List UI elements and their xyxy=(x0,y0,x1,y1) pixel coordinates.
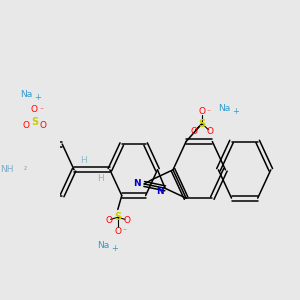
Text: O: O xyxy=(106,216,112,225)
Text: NH: NH xyxy=(0,165,14,174)
Text: ₂: ₂ xyxy=(23,163,26,172)
Text: O: O xyxy=(123,216,130,225)
Text: Na: Na xyxy=(20,90,33,99)
Text: O: O xyxy=(40,121,46,130)
Text: ⁻: ⁻ xyxy=(40,105,44,114)
Text: O: O xyxy=(190,127,197,136)
Text: +: + xyxy=(34,93,41,102)
Text: O: O xyxy=(22,121,29,130)
Text: ⁻: ⁻ xyxy=(123,227,127,236)
Text: O: O xyxy=(206,127,213,136)
Text: +: + xyxy=(111,244,118,253)
Text: S: S xyxy=(198,119,206,129)
Text: S: S xyxy=(31,117,38,127)
Text: N: N xyxy=(156,187,164,196)
Text: N: N xyxy=(134,179,141,188)
Text: ⁻: ⁻ xyxy=(206,107,210,116)
Text: O: O xyxy=(114,227,121,236)
Text: Na: Na xyxy=(218,104,230,113)
Text: H: H xyxy=(80,156,87,165)
Text: Na: Na xyxy=(98,241,110,250)
Text: H: H xyxy=(97,174,104,183)
Text: O: O xyxy=(31,105,38,114)
Text: S: S xyxy=(114,212,122,222)
Text: +: + xyxy=(232,107,239,116)
Text: O: O xyxy=(199,107,206,116)
